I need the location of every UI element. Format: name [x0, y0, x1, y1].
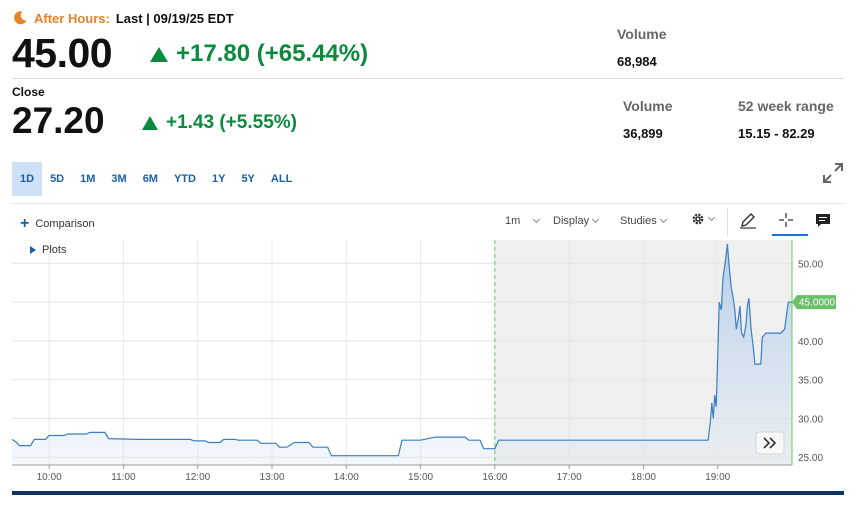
gear-icon [692, 213, 704, 225]
studies-dropdown[interactable]: Studies [620, 215, 667, 227]
y-tick-label: 35.00 [798, 376, 823, 387]
current-price-tag [792, 295, 836, 310]
display-label: Display [553, 215, 590, 227]
range-tab-1y[interactable]: 1Y [211, 173, 226, 185]
x-tick-label: 16:00 [482, 472, 507, 483]
after-hours-change-value: +17.80 (+65.44%) [176, 40, 369, 67]
x-tick-label: 14:00 [334, 472, 359, 483]
x-tick-label: 13:00 [259, 472, 284, 483]
expand-icon[interactable] [822, 162, 844, 184]
chevron-down-icon [659, 215, 667, 224]
x-tick-label: 19:00 [705, 472, 730, 483]
close-change: +1.43 (+5.55%) [142, 112, 297, 134]
studies-label: Studies [620, 215, 657, 227]
range-tab-ytd[interactable]: YTD [173, 173, 196, 185]
range-tab-1m[interactable]: 1M [80, 173, 96, 185]
display-dropdown[interactable]: Display [553, 215, 600, 227]
chevron-down-icon [707, 213, 716, 222]
y-tick-label: 30.00 [798, 414, 823, 425]
price-chart[interactable]: 25.0030.0035.0040.0045.0050.0010:0011:00… [0, 240, 860, 490]
chevron-down-icon [592, 215, 600, 224]
x-tick-label: 18:00 [631, 472, 656, 483]
x-tick-label: 15:00 [408, 472, 433, 483]
after-hours-price: 45.00 [12, 30, 113, 76]
range-label: 52 week range [738, 98, 834, 114]
play-icon [30, 246, 36, 254]
price-area [12, 243, 792, 465]
close-price: 27.20 [12, 100, 105, 141]
x-tick-label: 10:00 [37, 472, 62, 483]
comment-icon[interactable] [813, 210, 833, 230]
scroll-right-button[interactable] [755, 431, 785, 455]
close-volume-label: Volume [623, 98, 673, 114]
x-tick-label: 17:00 [557, 472, 582, 483]
close-volume-value: 36,899 [623, 126, 663, 141]
last-timestamp: Last | 09/19/25 EDT [115, 10, 234, 26]
price-line [11, 243, 792, 457]
close-label: Close [12, 85, 45, 99]
range-tab-5y[interactable]: 5Y [241, 173, 255, 185]
range-value: 15.15 - 82.29 [738, 126, 815, 141]
range-tab-5d[interactable]: 5D [50, 173, 65, 185]
crosshair-active-indicator [772, 234, 808, 236]
y-tick-label: 25.00 [798, 453, 823, 464]
close-change-value: +1.43 (+5.55%) [166, 112, 297, 133]
plots-toggle[interactable]: Plots [30, 244, 66, 256]
header-divider [12, 78, 844, 79]
after-hours-change: +17.80 (+65.44%) [150, 40, 368, 68]
range-tab-3m[interactable]: 3M [111, 173, 127, 185]
chevron-down-icon [533, 215, 541, 224]
x-tick-label: 11:00 [111, 472, 136, 483]
toolbar-separator [727, 208, 728, 236]
moon-icon [14, 11, 27, 25]
current-price-label: 45.0000 [799, 298, 836, 309]
interval-dropdown[interactable]: 1m [505, 215, 541, 227]
after-hours-volume-label: Volume [617, 26, 667, 42]
up-arrow-icon [142, 116, 158, 130]
toolbar-divider [12, 203, 844, 204]
after-hours-label: After Hours: [34, 10, 110, 26]
after-hours-volume-value: 68,984 [617, 54, 657, 69]
plots-label: Plots [42, 244, 67, 256]
after-hours-row: After Hours: Last | 09/19/25 EDT [12, 8, 234, 28]
up-arrow-icon [150, 46, 168, 62]
y-tick-label: 40.00 [798, 337, 823, 348]
comparison-label: Comparison [35, 218, 95, 230]
interval-label: 1m [505, 215, 521, 227]
settings-dropdown[interactable] [691, 212, 716, 226]
range-tab-all[interactable]: ALL [270, 173, 293, 185]
range-tab-6m[interactable]: 6M [142, 173, 158, 185]
crosshair-icon[interactable] [776, 210, 796, 230]
range-tab-1d[interactable]: 1D [12, 162, 43, 196]
comparison-button[interactable]: + Comparison [20, 216, 95, 232]
y-tick-label: 50.00 [798, 259, 823, 270]
bottom-bar [12, 491, 844, 495]
pencil-icon[interactable] [738, 210, 758, 230]
time-range-tabs: 1D 5D 1M 3M 6M YTD 1Y 5Y ALL [12, 162, 300, 196]
x-tick-label: 12:00 [185, 472, 210, 483]
plus-icon: + [20, 215, 30, 232]
